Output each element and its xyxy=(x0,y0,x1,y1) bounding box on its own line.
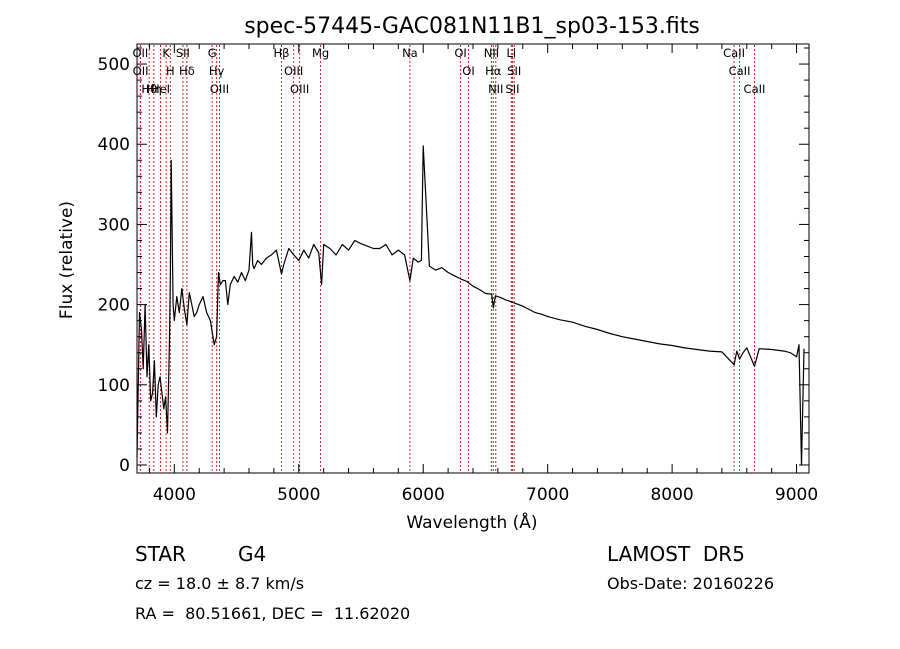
y-axis-label: Flux (relative) xyxy=(57,201,77,319)
line-marker-label: G xyxy=(208,46,217,60)
y-tick-label: 200 xyxy=(98,296,130,316)
line-marker-label: HeI xyxy=(151,82,170,96)
line-marker-label: OII xyxy=(132,46,148,60)
line-marker-label: CaII xyxy=(744,82,766,96)
spectrum-line xyxy=(136,145,805,466)
line-marker-label: OIII xyxy=(210,82,229,96)
axis-ticks: 4000 5000 6000 7000 8000 9000 0 100 200 300 400 500 xyxy=(98,44,818,505)
line-marker-label: H xyxy=(166,64,175,78)
obs-date: Obs-Date: 20160226 xyxy=(607,574,775,593)
y-tick-label: 300 xyxy=(98,215,130,235)
y-tick-label: 500 xyxy=(98,55,130,75)
y-tick-label: 0 xyxy=(119,456,130,476)
line-marker-label: Mg xyxy=(312,46,329,60)
object-type: STAR xyxy=(135,542,186,566)
x-tick-label: 5000 xyxy=(277,485,320,505)
x-axis-label: Wavelength (Å) xyxy=(406,511,537,533)
line-marker-label: K xyxy=(162,46,170,60)
x-tick-label: 7000 xyxy=(526,485,569,505)
object-subclass: G4 xyxy=(238,542,267,566)
line-marker-layer xyxy=(139,45,755,472)
line-marker-label: Hδ xyxy=(179,64,195,78)
line-marker-label: Hα xyxy=(485,64,502,78)
line-marker-label: OI xyxy=(454,46,466,60)
line-marker-label: CaII xyxy=(729,64,751,78)
line-marker-label: Hβ xyxy=(273,46,289,60)
line-marker-label: SII xyxy=(176,46,190,60)
chart-title: spec-57445-GAC081N11B1_sp03-153.fits xyxy=(244,14,700,39)
series-layer xyxy=(136,145,805,466)
x-tick-label: 9000 xyxy=(775,485,818,505)
line-marker-label: Hθ xyxy=(141,82,157,96)
line-marker-label: NII xyxy=(484,46,499,60)
x-tick-label: 6000 xyxy=(402,485,445,505)
line-marker-label: Hη xyxy=(146,82,162,96)
survey-name: LAMOST DR5 xyxy=(607,542,745,566)
x-tick-label: 4000 xyxy=(153,485,196,505)
line-marker-label: CaII xyxy=(723,46,745,60)
line-marker-label: OII xyxy=(133,64,149,78)
line-marker-label: Hγ xyxy=(209,64,225,78)
line-marker-label: NII xyxy=(488,82,503,96)
y-tick-label: 100 xyxy=(98,376,130,396)
coordinates: RA = 80.51661, DEC = 11.62020 xyxy=(135,604,411,623)
line-marker-label: OIII xyxy=(290,82,309,96)
line-marker-label: SII xyxy=(507,64,521,78)
x-tick-label: 8000 xyxy=(650,485,693,505)
line-marker-label: OIII xyxy=(284,64,303,78)
redshift-value: cz = 18.0 ± 8.7 km/s xyxy=(135,574,305,593)
plot-frame xyxy=(136,43,810,474)
line-marker-label: Li xyxy=(507,46,517,60)
line-marker-label: OI xyxy=(462,64,474,78)
line-marker-label: Na xyxy=(402,46,418,60)
line-marker-label: SII xyxy=(505,82,519,96)
y-tick-label: 400 xyxy=(98,135,130,155)
